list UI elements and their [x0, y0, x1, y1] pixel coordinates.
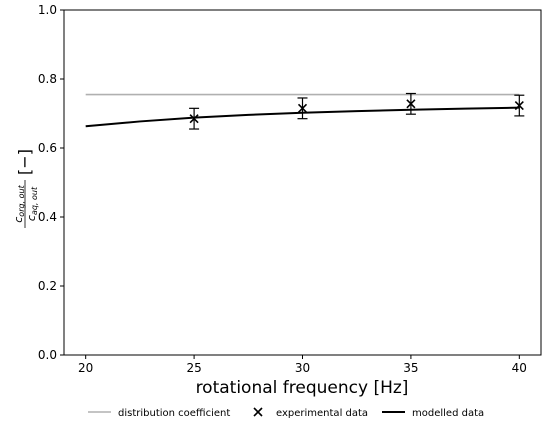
y-tick-label: 0.2 — [38, 279, 57, 293]
svg-text:caq, out: caq, out — [25, 186, 39, 221]
legend-swatch-marker — [253, 407, 263, 417]
legend: distribution coefficient experimental dat… — [88, 407, 484, 419]
y-label-numerator-sub: org, out — [17, 184, 26, 216]
x-tick-label: 20 — [78, 361, 93, 375]
svg-text:corg, out: corg, out — [12, 184, 26, 222]
data-point-x-marker — [406, 99, 416, 109]
y-axis-label: corg, out caq, out [−] — [12, 149, 39, 228]
y-label-unit: [−] — [15, 149, 34, 175]
y-tick-label: 0.0 — [38, 348, 57, 362]
x-axis-label: rotational frequency [Hz] — [196, 378, 409, 398]
x-tick-label: 35 — [403, 361, 418, 375]
y-tick-label: 0.4 — [38, 210, 57, 224]
legend-label: modelled data — [412, 408, 484, 419]
x-tick-label: 30 — [295, 361, 310, 375]
y-label-numerator-main: c — [12, 217, 25, 223]
y-tick-label: 0.6 — [38, 141, 57, 155]
axes-frame — [63, 9, 542, 356]
legend-label: experimental data — [276, 408, 368, 419]
series-line-modelled-data — [85, 106, 520, 128]
data-point-x-marker — [189, 114, 199, 124]
series-layer — [85, 92, 525, 130]
y-tick-label: 1.0 — [38, 3, 57, 17]
legend-label: distribution coefficient — [118, 408, 230, 419]
y-label-denominator-main: c — [25, 215, 38, 221]
axes-layer: 20 25 30 35 40 0.0 0.2 0.4 0.6 0.8 1.0 — [38, 3, 542, 375]
y-tick-label: 0.8 — [38, 72, 57, 86]
x-tick-label: 40 — [512, 361, 527, 375]
y-label-denominator-sub: aq, out — [30, 186, 39, 215]
x-tick-label: 25 — [186, 361, 201, 375]
data-point-x-marker — [297, 103, 308, 113]
